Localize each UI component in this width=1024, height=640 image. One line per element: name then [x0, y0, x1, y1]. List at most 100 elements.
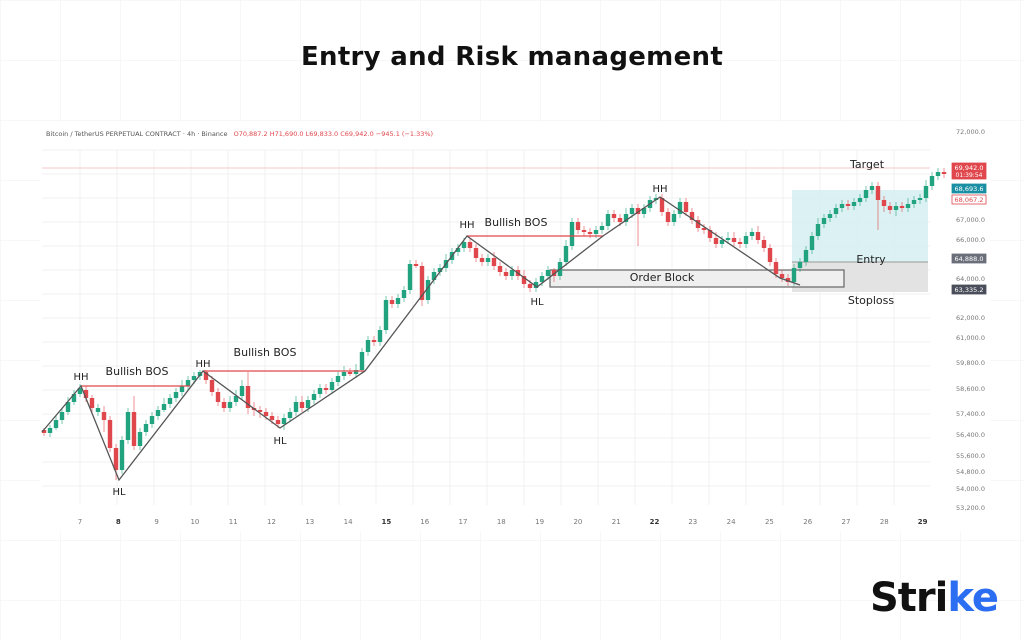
- candle-body: [683, 202, 689, 212]
- candle-body: [755, 232, 761, 240]
- candle-body: [833, 208, 839, 214]
- candle-body: [527, 284, 533, 288]
- candle-body: [323, 388, 329, 390]
- candle-body: [545, 270, 551, 276]
- candle-body: [275, 420, 281, 424]
- candle-body: [239, 386, 245, 396]
- candle-body: [41, 430, 47, 433]
- candle-body: [431, 272, 437, 280]
- candle-body: [599, 226, 605, 230]
- x-axis-tick: 16: [420, 518, 429, 526]
- candle-body: [677, 202, 683, 214]
- candle-body: [131, 412, 137, 446]
- candle-body: [143, 424, 149, 432]
- candle-body: [869, 186, 875, 190]
- candle-body: [125, 412, 131, 440]
- annotation-label: Entry: [856, 253, 886, 266]
- x-axis-tick: 9: [154, 518, 158, 526]
- candle-body: [227, 402, 233, 408]
- annotation-label: Order Block: [630, 271, 695, 284]
- y-axis-tick: 54,800.0: [956, 468, 985, 476]
- x-axis-tick: 24: [727, 518, 736, 526]
- candle-body: [863, 190, 869, 198]
- x-axis-tick: 27: [842, 518, 851, 526]
- candle-body: [731, 238, 737, 242]
- candle-body: [941, 172, 947, 174]
- candle-body: [299, 402, 305, 408]
- candle-body: [671, 214, 677, 222]
- candle-body: [359, 352, 365, 370]
- candle-body: [779, 274, 785, 278]
- y-axis-tick: 55,600.0: [956, 452, 985, 460]
- price-label-box: [951, 194, 987, 205]
- candle-body: [593, 230, 599, 234]
- candle-body: [89, 398, 95, 408]
- candle-body: [467, 242, 473, 248]
- x-axis-tick: 23: [688, 518, 697, 526]
- candle-body: [455, 248, 461, 252]
- candle-body: [65, 402, 71, 412]
- annotation-label: Stoploss: [848, 294, 895, 307]
- candle-body: [341, 372, 347, 376]
- candle-body: [551, 270, 557, 276]
- x-axis-tick: 26: [803, 518, 812, 526]
- candle-body: [899, 206, 905, 208]
- candle-body: [47, 428, 53, 433]
- candle-body: [701, 228, 707, 230]
- x-axis-tick: 8: [116, 518, 121, 526]
- candle-body: [773, 262, 779, 274]
- y-axis-tick: 62,000.0: [956, 314, 985, 322]
- annotation-label: HL: [530, 297, 544, 308]
- x-axis-tick: 25: [765, 518, 774, 526]
- candle-body: [803, 250, 809, 262]
- annotation-label: HH: [652, 184, 667, 195]
- candle-body: [533, 282, 539, 288]
- candle-body: [185, 380, 191, 386]
- candle-body: [329, 382, 335, 390]
- y-axis-tick: 72,000.0: [956, 128, 985, 136]
- candle-body: [887, 206, 893, 210]
- candle-body: [893, 206, 899, 210]
- candle-body: [335, 376, 341, 382]
- annotation-label: Bullish BOS: [106, 365, 169, 378]
- x-axis-tick: 19: [535, 518, 544, 526]
- candle-body: [161, 404, 167, 410]
- y-axis-tick: 66,000.0: [956, 236, 985, 244]
- candle-body: [119, 440, 125, 470]
- candle-body: [569, 222, 575, 246]
- candle-body: [749, 232, 755, 236]
- y-axis-tick: 57,400.0: [956, 410, 985, 418]
- candle-body: [479, 258, 485, 262]
- annotation-label: HL: [112, 487, 126, 498]
- x-axis-tick: 13: [305, 518, 314, 526]
- candle-body: [851, 202, 857, 206]
- price-label-box: [951, 284, 987, 295]
- candle-body: [923, 186, 929, 198]
- annotation-label: Target: [849, 158, 885, 171]
- annotation-label: HH: [195, 359, 210, 370]
- candle-body: [605, 214, 611, 226]
- candle-body: [821, 218, 827, 224]
- annotation-label: Bullish BOS: [485, 216, 548, 229]
- candle-body: [641, 208, 647, 214]
- candle-body: [911, 200, 917, 204]
- candle-body: [881, 200, 887, 206]
- candle-body: [215, 392, 221, 402]
- annotation-label: HL: [273, 436, 287, 447]
- candle-body: [281, 418, 287, 424]
- candle-body: [437, 268, 443, 272]
- candle-body: [155, 410, 161, 416]
- candle-body: [425, 280, 431, 300]
- candle-body: [737, 242, 743, 244]
- candle-body: [149, 416, 155, 424]
- candle-body: [581, 230, 587, 232]
- price-label: 68,693.6: [955, 185, 984, 193]
- candle-body: [173, 392, 179, 398]
- x-axis-tick: 21: [612, 518, 621, 526]
- candle-body: [407, 264, 413, 290]
- candle-body: [167, 398, 173, 404]
- price-label: 69,942.0: [955, 164, 984, 172]
- strike-logo: Strike: [870, 575, 999, 621]
- candle-body: [845, 204, 851, 206]
